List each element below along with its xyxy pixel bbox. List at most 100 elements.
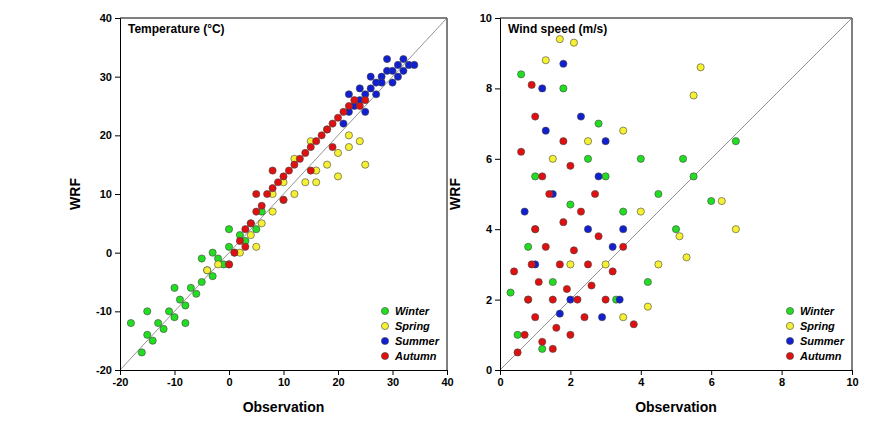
data-point xyxy=(351,97,358,104)
data-point xyxy=(318,132,325,139)
data-point xyxy=(532,314,539,321)
plot-area xyxy=(120,18,447,370)
data-point xyxy=(144,331,151,338)
tick-mark xyxy=(115,135,120,136)
legend: WinterSpringSummerAutumn xyxy=(786,305,844,362)
data-point xyxy=(400,67,407,74)
data-point xyxy=(630,321,637,328)
tick-mark xyxy=(711,370,712,375)
legend-label: Spring xyxy=(800,320,835,332)
data-point xyxy=(532,226,539,233)
plot-area xyxy=(500,18,852,370)
tick: 10 xyxy=(480,12,500,24)
data-point xyxy=(676,233,683,240)
tick-mark xyxy=(447,370,448,375)
legend-label: Summer xyxy=(395,335,440,347)
data-point xyxy=(269,167,276,174)
tick-label: 40 xyxy=(100,12,112,24)
data-point xyxy=(609,268,616,275)
tick-mark xyxy=(175,370,176,375)
legend-marker xyxy=(381,352,388,359)
data-point xyxy=(247,231,254,238)
tick: 0 xyxy=(226,370,232,388)
data-point xyxy=(324,126,331,133)
chart: -20-10010203040-20-10010203040Temperatur… xyxy=(67,12,454,415)
tick: 20 xyxy=(100,129,120,141)
data-point xyxy=(602,138,609,145)
y-axis: -20-10010203040 xyxy=(96,12,120,376)
tick-mark xyxy=(495,159,500,160)
data-point xyxy=(570,39,577,46)
data-point xyxy=(285,167,292,174)
legend-label: Autumn xyxy=(799,350,842,362)
x-axis-title: Observation xyxy=(635,399,717,415)
data-point xyxy=(296,155,303,162)
data-point xyxy=(389,67,396,74)
data-point xyxy=(553,324,560,331)
data-point xyxy=(732,138,739,145)
tick: -20 xyxy=(96,364,120,376)
one-to-one-line xyxy=(500,18,852,370)
data-point xyxy=(672,226,679,233)
data-point xyxy=(595,233,602,240)
axis-line xyxy=(495,19,501,371)
data-point xyxy=(563,285,570,292)
data-point xyxy=(204,267,211,274)
tick-mark xyxy=(495,300,500,301)
tick: 10 xyxy=(846,370,858,388)
data-point xyxy=(198,278,205,285)
data-point xyxy=(204,267,211,274)
data-point xyxy=(155,319,162,326)
tick-label: 40 xyxy=(441,376,453,388)
tick: 6 xyxy=(486,153,500,165)
legend-label: Winter xyxy=(395,305,430,317)
tick: 10 xyxy=(100,188,120,200)
data-point xyxy=(340,120,347,127)
tick-label: 10 xyxy=(278,376,290,388)
tick-mark xyxy=(782,370,783,375)
data-point xyxy=(560,138,567,145)
tick-label: 0 xyxy=(497,376,503,388)
tick: 30 xyxy=(100,71,120,83)
data-point xyxy=(280,173,287,180)
y-axis-title: WRF xyxy=(67,178,83,210)
data-point xyxy=(637,208,644,215)
data-point xyxy=(507,289,514,296)
one-to-one-line xyxy=(120,18,447,370)
tick: 0 xyxy=(497,370,503,388)
data-point xyxy=(620,243,627,250)
data-point xyxy=(732,226,739,233)
data-point xyxy=(542,57,549,64)
data-point xyxy=(655,261,662,268)
data-point xyxy=(165,308,172,315)
data-point xyxy=(510,268,517,275)
series-points xyxy=(225,97,368,268)
data-point xyxy=(258,220,265,227)
data-point xyxy=(378,79,385,86)
tick-label: 0 xyxy=(106,247,112,259)
data-point xyxy=(644,278,651,285)
data-point xyxy=(324,161,331,168)
tick: 10 xyxy=(278,370,290,388)
tick-mark xyxy=(495,18,500,19)
data-point xyxy=(171,284,178,291)
tick-mark xyxy=(393,370,394,375)
data-point xyxy=(567,261,574,268)
data-point xyxy=(231,249,238,256)
data-point xyxy=(609,243,616,250)
data-point xyxy=(198,255,205,262)
data-point xyxy=(620,314,627,321)
data-point xyxy=(708,197,715,204)
data-point xyxy=(584,155,591,162)
tick: 8 xyxy=(486,82,500,94)
data-point xyxy=(514,331,521,338)
data-point xyxy=(127,319,134,326)
data-point xyxy=(598,314,605,321)
tick-label: 20 xyxy=(332,376,344,388)
tick-label: 30 xyxy=(387,376,399,388)
data-point xyxy=(334,149,341,156)
data-point xyxy=(584,138,591,145)
tick-label: 2 xyxy=(486,294,492,306)
data-point xyxy=(546,190,553,197)
data-point xyxy=(367,73,374,80)
